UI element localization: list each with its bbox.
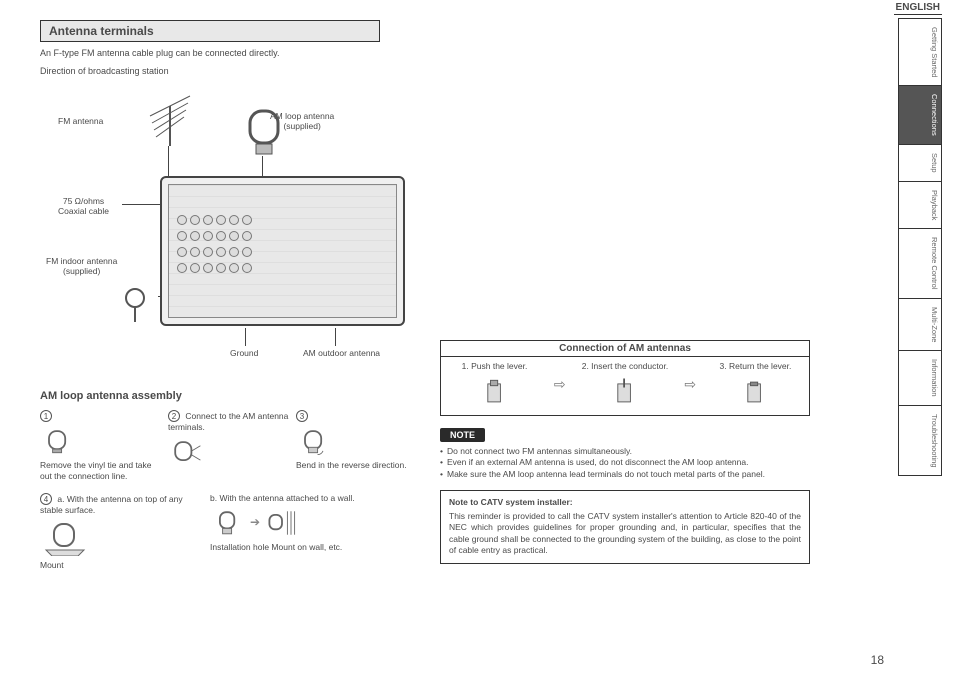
- direction-label: Direction of broadcasting station: [40, 66, 410, 76]
- step4b-text: b. With the antenna attached to a wall.: [210, 493, 355, 503]
- note-list: Do not connect two FM antennas simultane…: [440, 446, 810, 480]
- step-number-3: 3: [296, 410, 308, 422]
- section-title: Antenna terminals: [40, 20, 380, 42]
- step-number-1: 1: [40, 410, 52, 422]
- tab-setup[interactable]: Setup: [899, 145, 941, 182]
- am-step1-text: 1. Push the lever.: [447, 361, 542, 371]
- step2-text: Connect to the AM antenna terminals.: [168, 411, 288, 432]
- assembly-step-2: 2 Connect to the AM antenna terminals.: [168, 408, 296, 491]
- am-step1-icon: [477, 377, 513, 407]
- assembly-icon-4b-1: [210, 508, 246, 538]
- catv-title: Note to CATV system installer:: [449, 497, 801, 508]
- page-content: Antenna terminals An F-type FM antenna c…: [40, 20, 870, 660]
- am-step-3: 3. Return the lever.: [708, 361, 803, 407]
- note-2: Even if an external AM antenna is used, …: [447, 457, 748, 468]
- receiver-panel: [168, 184, 397, 318]
- fm-indoor-label: FM indoor antenna (supplied): [46, 256, 117, 276]
- am-outdoor-label: AM outdoor antenna: [303, 348, 380, 358]
- side-tab-strip: Getting Started Connections Setup Playba…: [898, 18, 942, 476]
- leader-line: [335, 328, 336, 346]
- am-step2-text: 2. Insert the conductor.: [577, 361, 672, 371]
- assembly-step-4b: b. With the antenna attached to a wall. …: [210, 491, 410, 580]
- arrow-icon: ⇨: [554, 376, 566, 393]
- arrow-icon: ➔: [250, 515, 260, 530]
- language-label: ENGLISH: [894, 2, 942, 15]
- note-1: Do not connect two FM antennas simultane…: [447, 446, 632, 457]
- assembly-section: AM loop antenna assembly 1 Remove the vi…: [40, 390, 430, 581]
- assembly-icon-4b-row: ➔: [210, 504, 404, 542]
- assembly-step-3: 3 Bend in the reverse direction.: [296, 408, 424, 491]
- am-connection-body: 1. Push the lever. ⇨ 2. Insert the condu…: [441, 357, 809, 415]
- catv-body: This reminder is provided to call the CA…: [449, 511, 801, 557]
- catv-note-box: Note to CATV system installer: This remi…: [440, 490, 810, 563]
- antenna-diagram: FM antenna AM loop antenna (supplied) 75…: [40, 86, 410, 366]
- leader-line: [122, 204, 162, 205]
- note-label: NOTE: [440, 428, 485, 442]
- step-number-2: 2: [168, 410, 180, 422]
- tab-playback[interactable]: Playback: [899, 182, 941, 229]
- left-column: Antenna terminals An F-type FM antenna c…: [40, 20, 410, 366]
- page-number: 18: [871, 653, 884, 667]
- tab-information[interactable]: Information: [899, 351, 941, 406]
- install-label: Installation hole Mount on wall, etc.: [210, 542, 404, 553]
- fm-antenna-icon: [140, 91, 200, 151]
- ground-label: Ground: [230, 348, 258, 358]
- assembly-icon-4b-2: [264, 508, 300, 538]
- assembly-step-1: 1 Remove the vinyl tie and take out the …: [40, 408, 168, 491]
- am-step3-icon: [737, 377, 773, 407]
- leader-line: [245, 328, 246, 346]
- am-step3-text: 3. Return the lever.: [708, 361, 803, 371]
- fm-antenna-label: FM antenna: [58, 116, 103, 126]
- am-step-2: 2. Insert the conductor.: [577, 361, 672, 407]
- assembly-icon-2: [168, 437, 204, 467]
- assembly-step-4a: 4 a. With the antenna on top of any stab…: [40, 491, 210, 580]
- intro-text: An F-type FM antenna cable plug can be c…: [40, 48, 410, 58]
- am-step-1: 1. Push the lever.: [447, 361, 542, 407]
- mount-label: Mount: [40, 560, 204, 571]
- tab-multi-zone[interactable]: Multi-Zone: [899, 299, 941, 351]
- tab-remote-control[interactable]: Remote Control: [899, 229, 941, 299]
- assembly-icon-4a: [40, 520, 90, 556]
- step1-text: Remove the vinyl tie and take out the co…: [40, 460, 162, 481]
- tab-troubleshooting[interactable]: Troubleshooting: [899, 406, 941, 476]
- assembly-icon-3: [296, 426, 332, 456]
- coax-label: 75 Ω/ohms Coaxial cable: [58, 196, 109, 216]
- assembly-icon-1: [40, 426, 76, 456]
- arrow-icon: ⇨: [684, 376, 696, 393]
- am-loop-icon: [240, 106, 290, 161]
- step3-text: Bend in the reverse direction.: [296, 460, 418, 471]
- am-connection-header: Connection of AM antennas: [441, 341, 809, 357]
- am-step2-icon: [607, 377, 643, 407]
- note-3: Make sure the AM loop antenna lead termi…: [447, 469, 765, 480]
- tab-getting-started[interactable]: Getting Started: [899, 19, 941, 86]
- am-connection-box: Connection of AM antennas 1. Push the le…: [440, 340, 810, 416]
- step-number-4: 4: [40, 493, 52, 505]
- right-column: Connection of AM antennas 1. Push the le…: [440, 340, 810, 564]
- assembly-grid: 1 Remove the vinyl tie and take out the …: [40, 408, 430, 581]
- receiver-illustration: [160, 176, 405, 326]
- tab-connections[interactable]: Connections: [899, 86, 941, 145]
- step4a-text: a. With the antenna on top of any stable…: [40, 494, 183, 515]
- fm-indoor-icon: [110, 286, 160, 326]
- assembly-title: AM loop antenna assembly: [40, 390, 430, 402]
